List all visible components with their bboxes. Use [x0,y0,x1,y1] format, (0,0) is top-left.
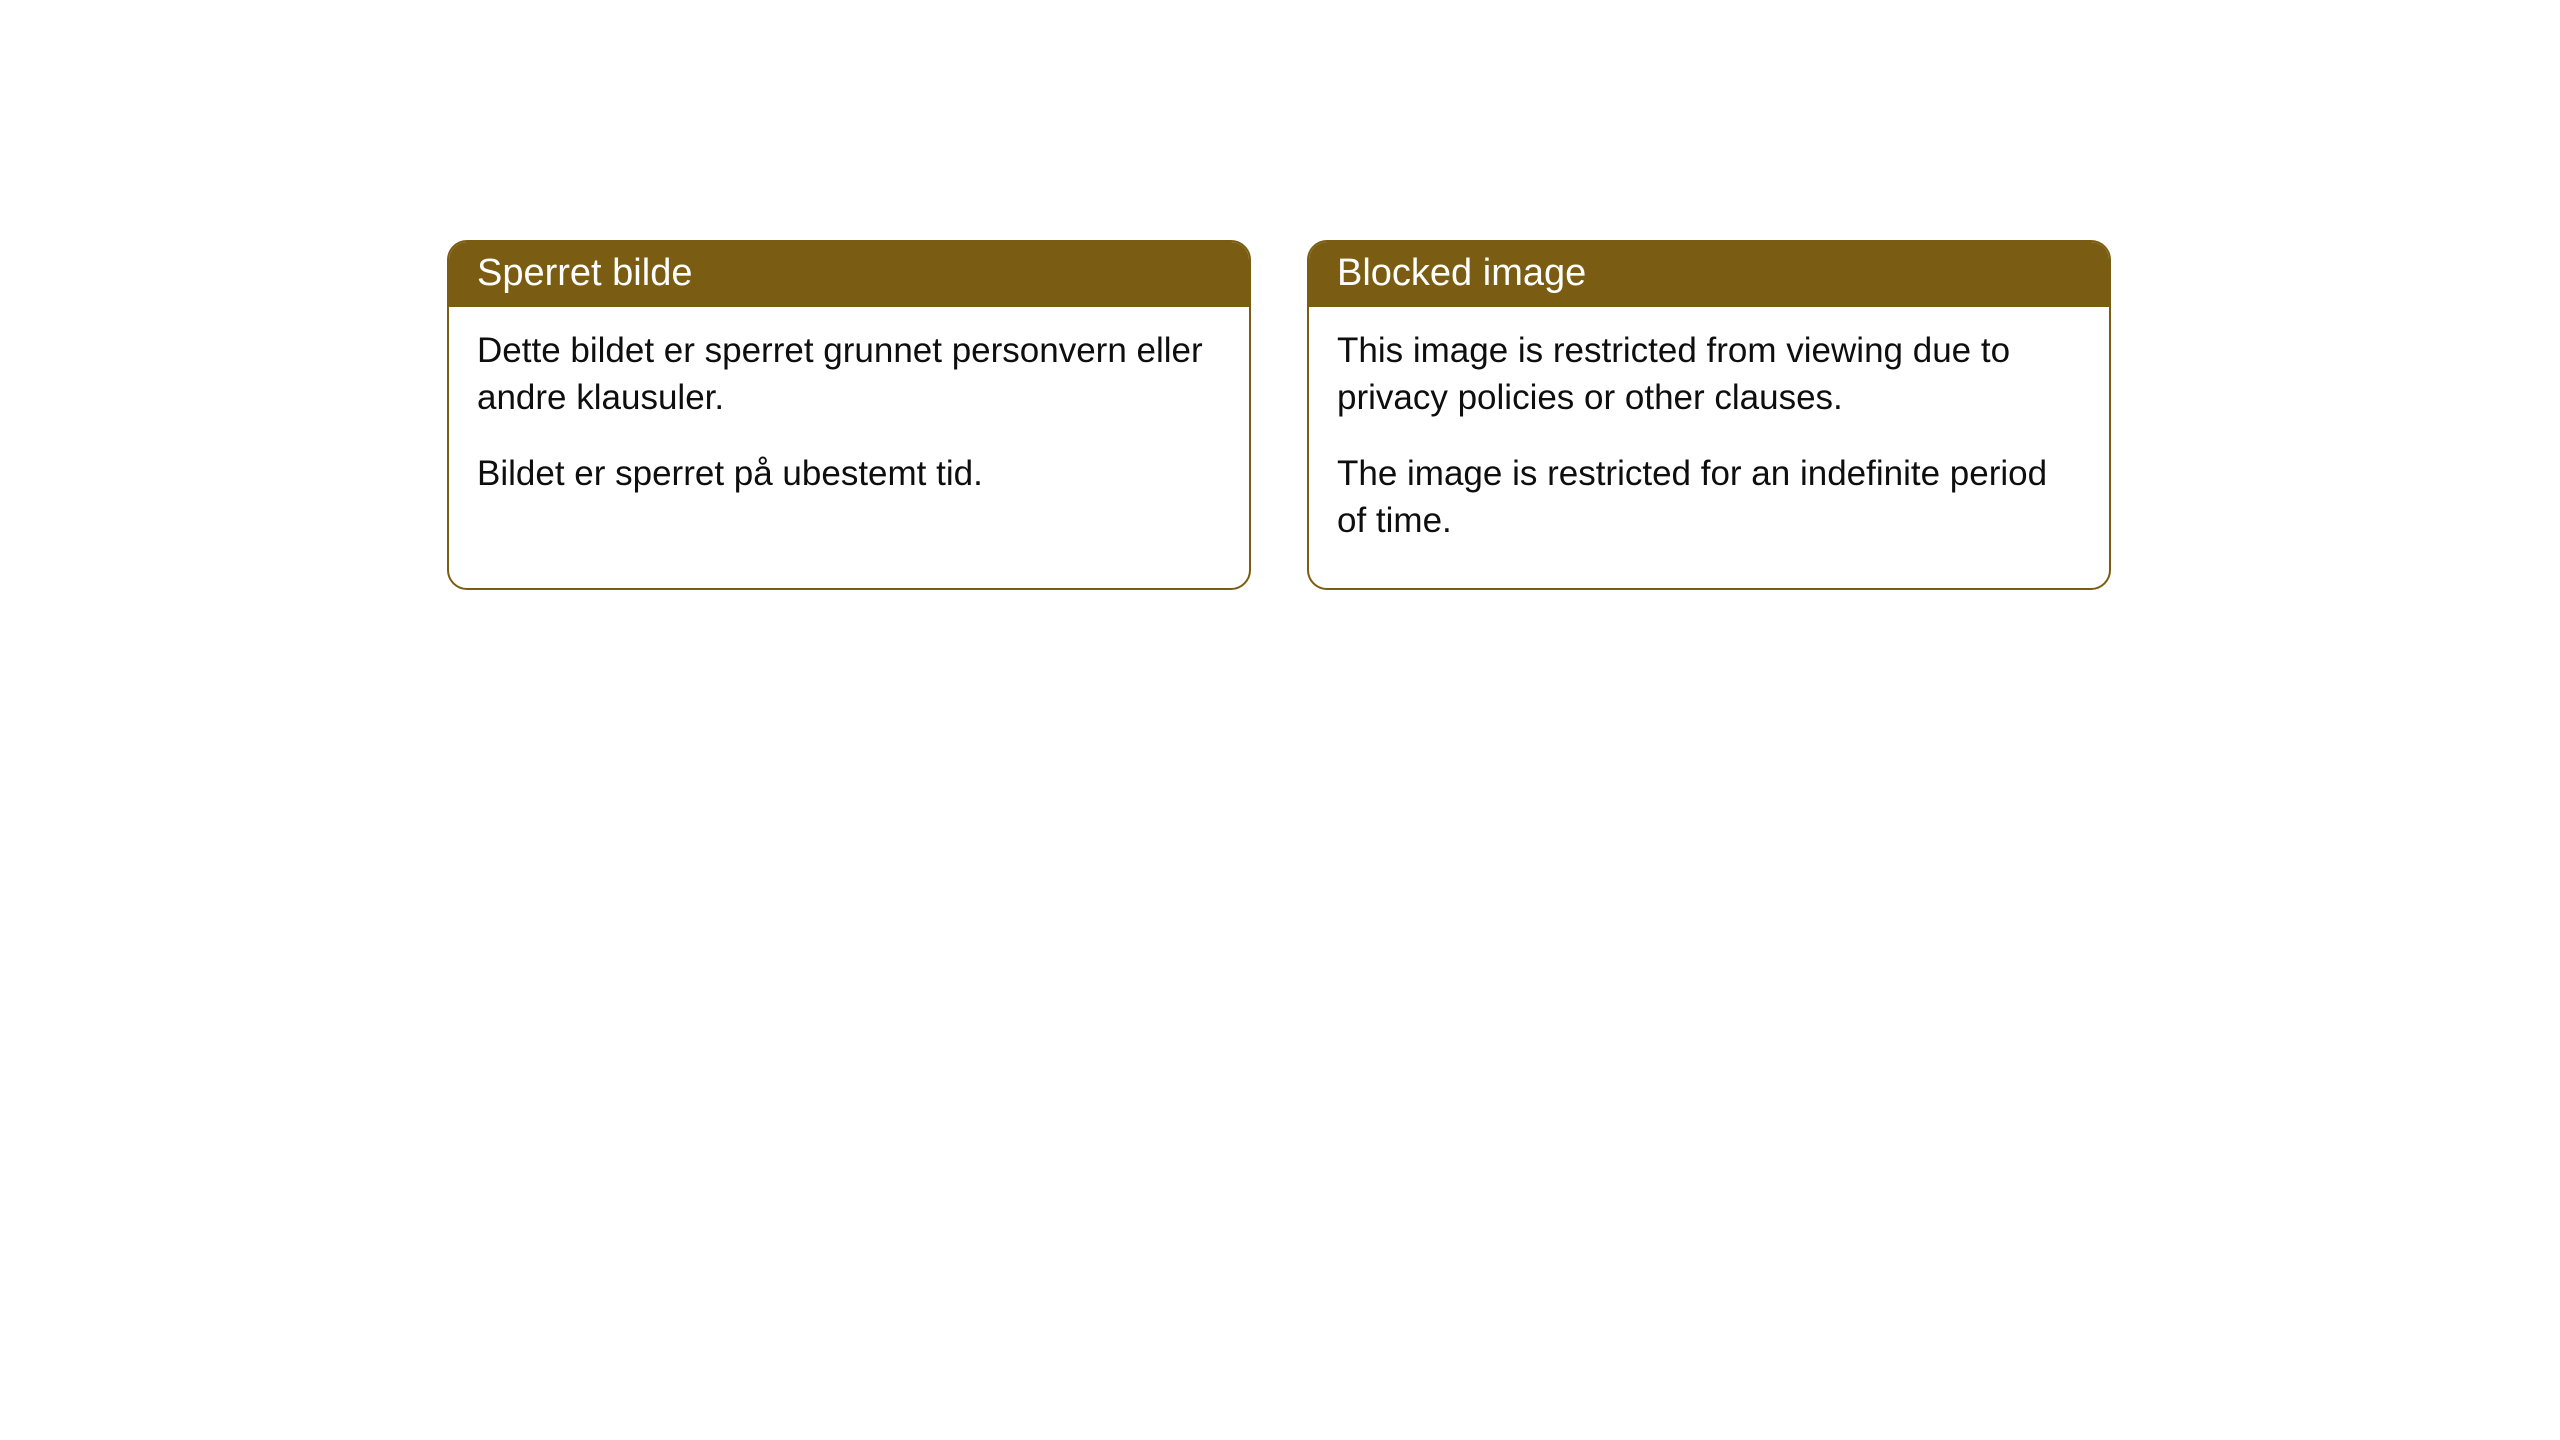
card-title: Blocked image [1337,252,1586,294]
card-header: Blocked image [1309,242,2109,307]
notice-card-norwegian: Sperret bilde Dette bildet er sperret gr… [447,240,1251,590]
card-paragraph: The image is restricted for an indefinit… [1337,450,2081,545]
notice-card-english: Blocked image This image is restricted f… [1307,240,2111,590]
card-paragraph: Bildet er sperret på ubestemt tid. [477,450,1221,497]
card-body: This image is restricted from viewing du… [1309,307,2109,588]
notice-cards-container: Sperret bilde Dette bildet er sperret gr… [447,240,2111,590]
card-title: Sperret bilde [477,252,692,294]
card-header: Sperret bilde [449,242,1249,307]
card-paragraph: This image is restricted from viewing du… [1337,327,2081,422]
card-body: Dette bildet er sperret grunnet personve… [449,307,1249,541]
card-paragraph: Dette bildet er sperret grunnet personve… [477,327,1221,422]
